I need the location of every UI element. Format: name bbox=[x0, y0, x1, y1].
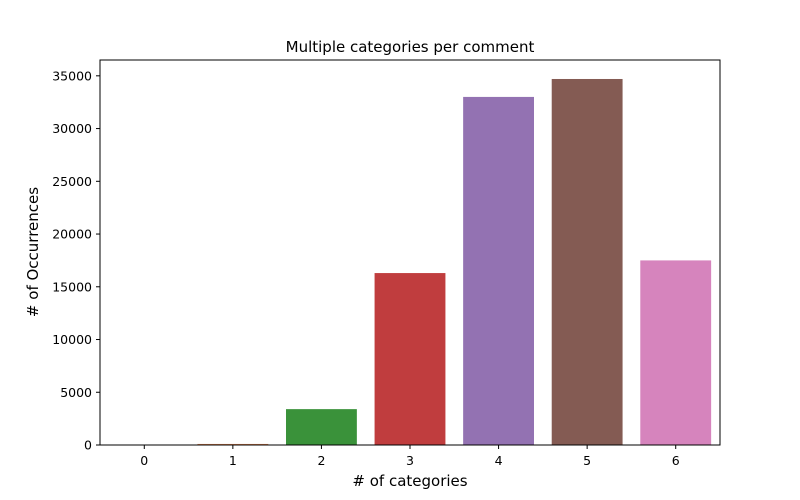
x-tick-label-2: 2 bbox=[317, 453, 325, 468]
x-axis-label: # of categories bbox=[352, 472, 467, 490]
x-tick-label-6: 6 bbox=[672, 453, 680, 468]
x-tick-label-1: 1 bbox=[229, 453, 237, 468]
y-axis-ticks: 0 5000 10000 15000 20000 25000 30000 35000 bbox=[52, 68, 100, 453]
y-tick-label-30000: 30000 bbox=[52, 121, 92, 136]
bar-5 bbox=[551, 78, 623, 445]
x-tick-label-5: 5 bbox=[583, 453, 591, 468]
chart-title: Multiple categories per comment bbox=[286, 38, 535, 56]
bars-group bbox=[197, 78, 712, 445]
x-axis-ticks: 0 1 2 3 4 5 6 bbox=[140, 445, 680, 468]
y-tick-label-10000: 10000 bbox=[52, 332, 92, 347]
x-tick-label-4: 4 bbox=[495, 453, 503, 468]
y-tick-label-20000: 20000 bbox=[52, 227, 92, 242]
y-tick-label-15000: 15000 bbox=[52, 279, 92, 294]
y-tick-label-25000: 25000 bbox=[52, 174, 92, 189]
bar-3 bbox=[374, 273, 446, 445]
y-tick-label-35000: 35000 bbox=[52, 68, 92, 83]
x-tick-label-3: 3 bbox=[406, 453, 414, 468]
y-tick-label-5000: 5000 bbox=[60, 385, 92, 400]
bar-4 bbox=[463, 96, 534, 445]
y-tick-label-0: 0 bbox=[84, 438, 92, 453]
bar-1 bbox=[197, 443, 269, 445]
bar-6 bbox=[640, 260, 712, 445]
plot-frame bbox=[99, 59, 721, 446]
x-tick-label-0: 0 bbox=[140, 453, 148, 468]
y-axis-label: # of Occurrences bbox=[24, 187, 42, 317]
bar-2 bbox=[286, 409, 357, 445]
